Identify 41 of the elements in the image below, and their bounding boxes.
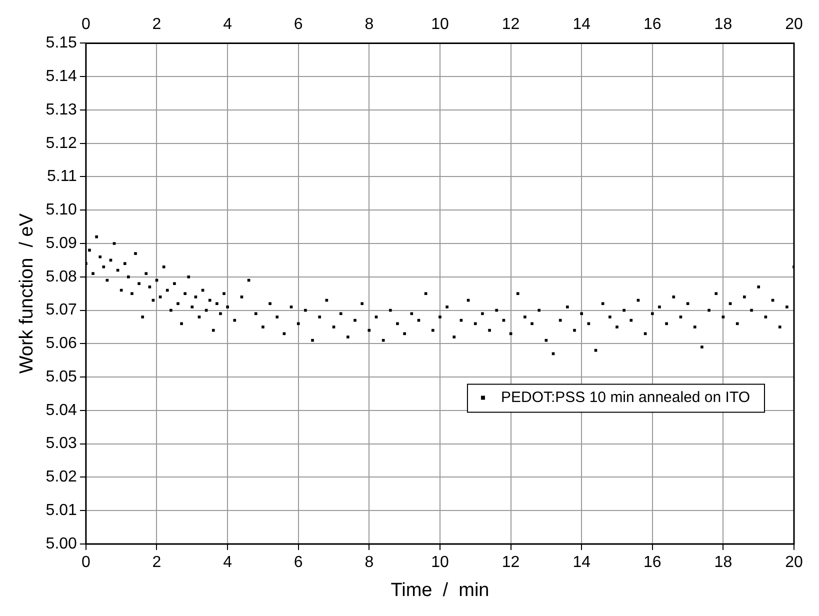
y-tick-label: 5.04 — [46, 402, 78, 419]
y-tick-label: 5.05 — [46, 368, 78, 386]
x2-tick-label: 16 — [643, 16, 662, 34]
x2-tick-label: 18 — [714, 16, 732, 34]
x-tick-label: 10 — [431, 554, 449, 572]
x-tick-label: 14 — [572, 554, 591, 572]
x-axis-title: Time / min — [390, 580, 490, 601]
x-tick-label: 6 — [294, 554, 303, 572]
x2-tick-label: 6 — [294, 16, 303, 34]
x2-tick-label: 8 — [364, 16, 374, 34]
x-tick-label: 4 — [223, 554, 232, 572]
x-tick-label: 18 — [714, 554, 732, 572]
x2-tick-label: 10 — [431, 16, 449, 34]
y-tick-label: 5.12 — [46, 134, 78, 152]
x-tick-label: 12 — [502, 554, 520, 572]
y-tick-label: 5.13 — [46, 101, 78, 118]
legend-label: PEDOT:PSS 10 min annealed on ITO — [500, 388, 750, 406]
y-axis-title: Work function / eV — [16, 213, 38, 374]
x2-tick-label: 2 — [152, 16, 162, 34]
x2-tick-label: 4 — [223, 16, 232, 34]
y-tick-label: 5.15 — [46, 34, 78, 52]
y-tick-label: 5.03 — [46, 435, 78, 452]
x2-tick-label: 20 — [785, 16, 803, 34]
y-tick-label: 5.02 — [46, 468, 78, 486]
x-tick-label: 20 — [785, 554, 803, 572]
x-tick-label: 0 — [81, 554, 90, 572]
y-tick-label: 5.08 — [46, 268, 78, 286]
y-tick-label: 5.00 — [46, 535, 78, 552]
x-tick-label: 8 — [364, 554, 374, 572]
y-tick-label: 5.07 — [46, 302, 78, 319]
y-tick-label: 5.10 — [46, 202, 78, 219]
y-tick-label: 5.06 — [46, 335, 78, 352]
y-tick-label: 5.01 — [46, 502, 78, 520]
y-tick-label: 5.11 — [46, 168, 78, 186]
y-tick-label: 5.14 — [46, 68, 78, 85]
x2-tick-label: 12 — [502, 16, 520, 34]
y-tick-label: 5.09 — [46, 234, 78, 252]
x2-tick-label: 0 — [81, 16, 90, 34]
x-tick-label: 2 — [152, 554, 162, 572]
x-tick-label: 16 — [643, 554, 662, 572]
x2-tick-label: 14 — [572, 16, 591, 34]
